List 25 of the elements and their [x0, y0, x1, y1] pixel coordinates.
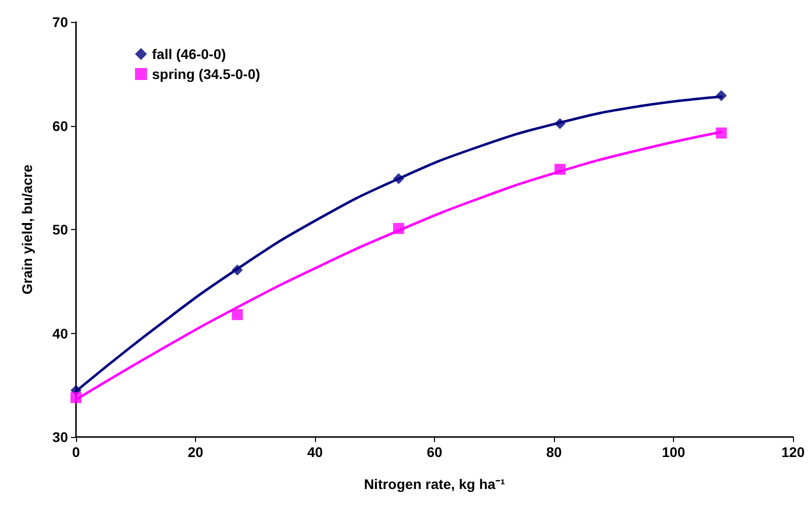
point — [70, 392, 82, 404]
y-tick-label: 50 — [52, 222, 68, 238]
point — [716, 128, 727, 139]
x-tick-label: 20 — [188, 444, 204, 460]
point — [232, 309, 243, 320]
y-tick-label: 60 — [52, 118, 68, 134]
y-axis-title: Grain yield, bu/acre — [19, 164, 35, 294]
point — [232, 264, 243, 276]
point — [554, 118, 566, 130]
x-axis-title: Nitrogen rate, kg ha⁻¹ — [364, 476, 506, 492]
y-tick-label: 70 — [52, 14, 68, 30]
y-tick-label: 30 — [52, 429, 68, 445]
legend-label: spring (34.5-0-0) — [152, 66, 260, 82]
x-tick-label: 120 — [781, 444, 805, 460]
x-tick-label: 60 — [426, 444, 442, 460]
x-tick-label: 100 — [662, 444, 686, 460]
x-tick-label: 80 — [546, 444, 562, 460]
point — [554, 164, 566, 175]
point — [393, 222, 404, 234]
point — [393, 173, 404, 184]
point — [716, 90, 727, 102]
legend-label: fall (46-0-0) — [152, 46, 226, 62]
x-tick-label: 0 — [72, 444, 80, 460]
x-tick-label: 40 — [307, 444, 323, 460]
y-tick-label: 40 — [52, 325, 68, 342]
